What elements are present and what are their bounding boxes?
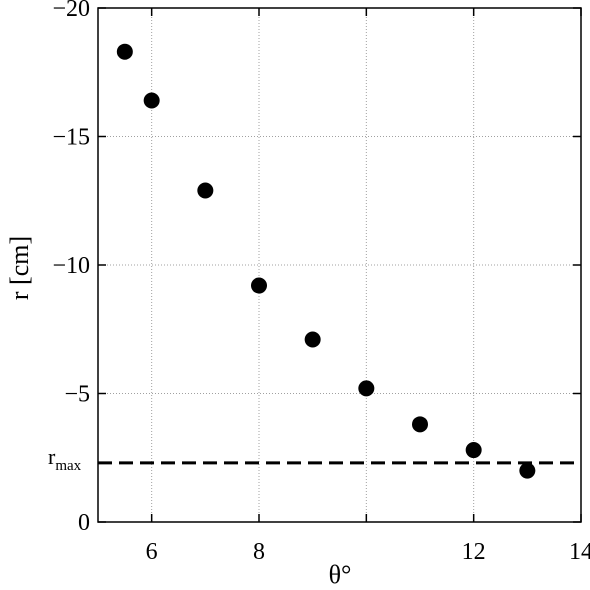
x-axis-label: θ°	[329, 560, 352, 589]
x-tick-label: 12	[462, 539, 486, 565]
data-point	[116, 43, 133, 60]
data-point	[465, 442, 482, 459]
y-tick-label: −10	[52, 253, 90, 279]
x-tick-labels: 6 8 12 14	[146, 539, 590, 565]
y-tick-labels: 0 −5 −10 −15 −20	[52, 0, 90, 536]
data-point	[143, 92, 160, 109]
y-axis-label: r [cm]	[5, 236, 34, 300]
grid-lines	[98, 7, 582, 523]
r-max-label: rmax	[48, 444, 82, 474]
x-tick-label: 14	[569, 539, 590, 565]
x-tick-label: 8	[253, 539, 265, 565]
data-point	[519, 462, 536, 479]
y-tick-label: −15	[52, 125, 90, 151]
x-tick-label: 6	[146, 539, 158, 565]
axis-ticks	[98, 7, 582, 523]
data-point	[251, 277, 267, 294]
data-point	[358, 380, 375, 397]
data-point	[304, 331, 321, 348]
y-tick-label: −20	[52, 0, 90, 22]
data-points	[116, 43, 536, 479]
data-point	[197, 182, 214, 199]
data-point	[412, 416, 428, 433]
y-tick-label: 0	[78, 510, 90, 536]
y-tick-label: −5	[64, 382, 90, 408]
